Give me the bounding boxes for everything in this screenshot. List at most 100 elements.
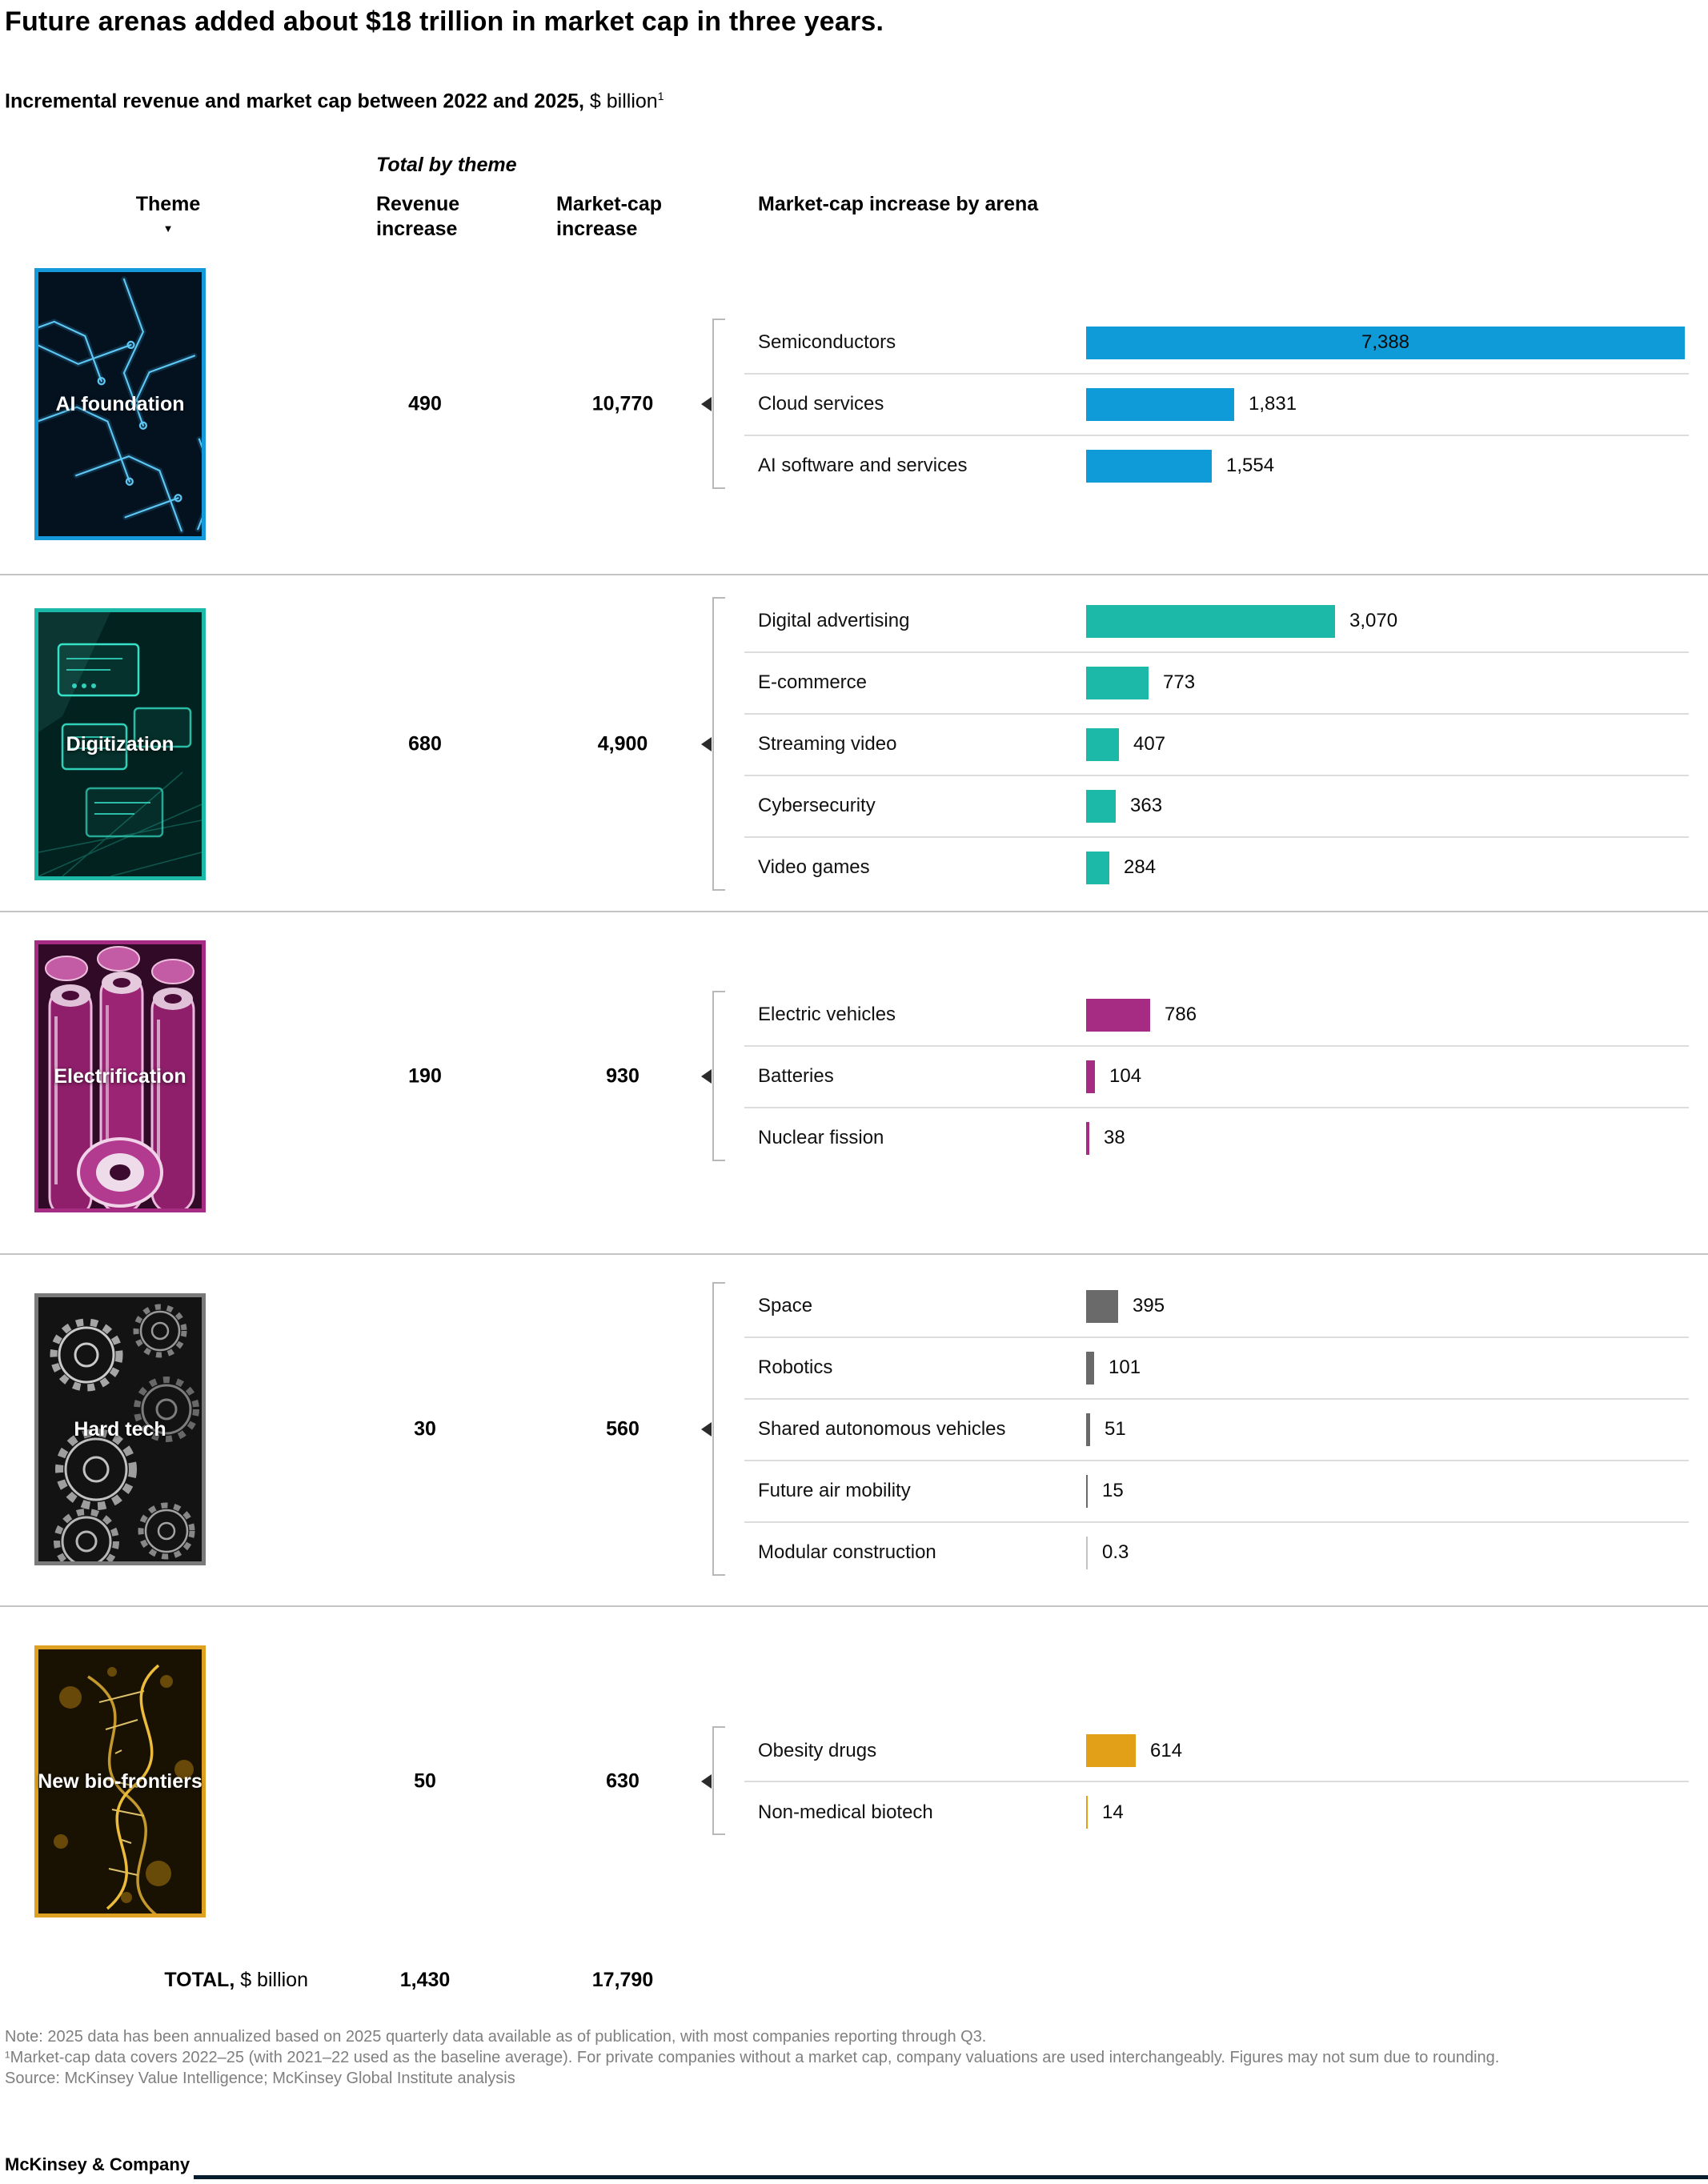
sort-descending-icon[interactable]: ▼	[162, 222, 174, 234]
bracket-arrow-icon-new-bio-frontiers	[701, 1774, 712, 1789]
arena-label: Video games	[758, 856, 870, 878]
subtitle: Incremental revenue and market cap betwe…	[5, 90, 664, 113]
arena-value: 773	[1163, 671, 1196, 693]
bracket-tick-bottom-electrification	[712, 1159, 725, 1161]
arena-row-divider	[744, 1521, 1689, 1523]
total-market-cap-value: 17,790	[591, 1969, 654, 1991]
revenue-increase-hard-tech: 30	[414, 1417, 436, 1441]
arena-value: 38	[1104, 1127, 1125, 1148]
arena-row-divider	[744, 1459, 1689, 1461]
arena-bar	[1086, 449, 1212, 483]
arena-label: AI software and services	[758, 455, 968, 476]
arena-label: Streaming video	[758, 733, 897, 755]
arena-bar	[1086, 1351, 1094, 1385]
arena-label: Semiconductors	[758, 331, 896, 353]
bracket-tick-bottom-hard-tech	[712, 1573, 725, 1576]
arena-value: 104	[1109, 1065, 1142, 1087]
arena-label: E-commerce	[758, 671, 868, 693]
arena-label: Space	[758, 1295, 813, 1316]
section-divider-1	[0, 574, 1708, 575]
bracket-arrow-icon-digitization	[701, 737, 712, 751]
arena-label: Modular construction	[758, 1541, 936, 1563]
bracket-arrow-icon-electrification	[701, 1069, 712, 1084]
bracket-line-electrification	[712, 990, 714, 1161]
theme-label-hard-tech: Hard tech	[74, 1417, 166, 1441]
section-divider-2	[0, 911, 1708, 912]
arena-bar	[1086, 1121, 1089, 1155]
theme-image-new-bio-frontiers: New bio-frontiers	[34, 1645, 206, 1918]
arena-value: 407	[1133, 733, 1166, 755]
theme-image-electrification: Electrification	[34, 940, 206, 1212]
bracket-tick-top-electrification	[712, 990, 725, 992]
arena-value: 1,554	[1226, 455, 1275, 476]
footnote-market-cap: ¹Market-cap data covers 2022–25 (with 20…	[5, 2049, 1500, 2066]
arena-value: 363	[1130, 795, 1163, 816]
arena-label: Cloud services	[758, 393, 884, 415]
column-header-theme[interactable]: Theme	[135, 193, 201, 215]
bracket-arrow-icon-ai-foundation	[701, 397, 712, 411]
arena-row-divider	[744, 774, 1689, 776]
arena-row-divider	[744, 712, 1689, 715]
mckinsey-logo: McKinsey & Company	[5, 2154, 190, 2174]
arena-value: 15	[1102, 1480, 1124, 1501]
total-label-bold: TOTAL,	[164, 1969, 235, 1991]
footnote-marker: 1	[657, 90, 664, 102]
theme-label-digitization: Digitization	[66, 732, 174, 755]
arena-bar	[1086, 326, 1685, 359]
market-cap-increase-new-bio-frontiers: 630	[606, 1769, 639, 1793]
revenue-increase-new-bio-frontiers: 50	[414, 1769, 436, 1793]
arena-bar	[1086, 1413, 1090, 1446]
arena-value: 284	[1124, 856, 1157, 878]
arena-bar	[1086, 1289, 1118, 1323]
footnotes: Note: 2025 data has been annualized base…	[5, 2026, 1694, 2089]
theme-label-ai-foundation: AI foundation	[55, 392, 185, 415]
footnote-source: Source: McKinsey Value Intelligence; McK…	[5, 2070, 515, 2087]
bracket-tick-bottom-ai-foundation	[712, 487, 725, 489]
arena-row-divider	[744, 434, 1689, 436]
market-cap-increase-electrification: 930	[606, 1064, 639, 1088]
section-divider-3	[0, 1253, 1708, 1255]
section-divider-4	[0, 1605, 1708, 1607]
arena-value: 3,070	[1349, 610, 1398, 631]
arena-label: Nuclear fission	[758, 1127, 884, 1148]
revenue-increase-ai-foundation: 490	[408, 392, 442, 415]
bracket-tick-bottom-new-bio-frontiers	[712, 1833, 725, 1835]
arena-bar	[1086, 604, 1335, 638]
bracket-tick-top-new-bio-frontiers	[712, 1726, 725, 1728]
theme-label-new-bio-frontiers: New bio-frontiers	[38, 1769, 202, 1793]
page-title: Future arenas added about $18 trillion i…	[5, 6, 884, 37]
total-row-label: TOTAL, $ billion	[34, 1969, 308, 1992]
revenue-increase-electrification: 190	[408, 1064, 442, 1088]
arena-bar	[1086, 851, 1109, 884]
arena-value: 786	[1165, 1004, 1197, 1025]
arena-value: 51	[1105, 1418, 1126, 1440]
bracket-line-ai-foundation	[712, 318, 714, 489]
arena-label: Cybersecurity	[758, 795, 876, 816]
arena-bar	[1086, 1060, 1095, 1093]
arena-value: 614	[1150, 1739, 1183, 1761]
bracket-line-digitization	[712, 596, 714, 891]
arena-bar	[1086, 387, 1234, 421]
arena-bar	[1086, 1796, 1088, 1829]
subtitle-main: Incremental revenue and market cap betwe…	[5, 90, 584, 113]
arena-value: 101	[1109, 1356, 1141, 1378]
theme-image-hard-tech: Hard tech	[34, 1293, 206, 1565]
revenue-increase-digitization: 680	[408, 732, 442, 755]
market-cap-increase-ai-foundation: 10,770	[591, 392, 654, 415]
arena-value: 1,831	[1249, 393, 1297, 415]
arena-row-divider	[744, 1044, 1689, 1047]
theme-label-electrification: Electrification	[54, 1064, 186, 1088]
bracket-arrow-icon-hard-tech	[701, 1422, 712, 1437]
arena-row-divider	[744, 372, 1689, 375]
column-header-market-cap-increase: Market-cap increase	[556, 193, 662, 240]
total-revenue-value: 1,430	[399, 1969, 451, 1991]
arena-label: Digital advertising	[758, 610, 910, 631]
column-group-header: Total by theme	[376, 154, 517, 176]
arena-bar	[1086, 666, 1149, 699]
arena-row-divider	[744, 1106, 1689, 1108]
arena-bar	[1086, 1474, 1088, 1508]
theme-image-digitization: Digitization	[34, 608, 206, 880]
bracket-tick-top-digitization	[712, 596, 725, 599]
arena-label: Non-medical biotech	[758, 1801, 933, 1823]
